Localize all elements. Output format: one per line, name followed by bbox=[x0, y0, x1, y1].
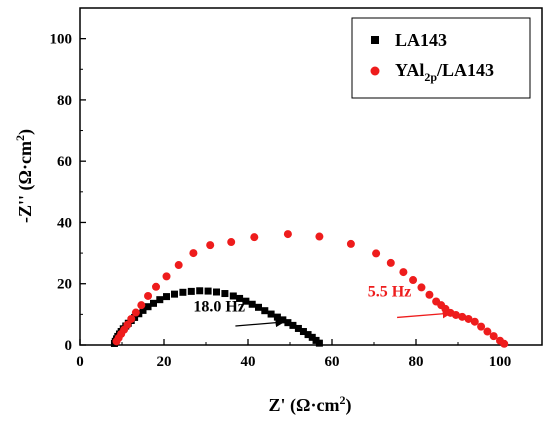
x-tick-label: 0 bbox=[76, 354, 84, 370]
data-point-square bbox=[179, 288, 187, 296]
data-point-circle bbox=[477, 322, 486, 331]
y-tick-label: 60 bbox=[57, 154, 72, 170]
legend-label-la143: LA143 bbox=[395, 30, 447, 50]
annotation-layer: 18.0 Hz 5.5 Hz bbox=[193, 284, 452, 328]
data-point-circle bbox=[372, 249, 381, 258]
data-point-circle bbox=[189, 249, 198, 258]
data-point-square bbox=[156, 296, 164, 304]
y-tick-label: 100 bbox=[50, 32, 73, 48]
series-la143 bbox=[110, 287, 323, 347]
data-point-square bbox=[273, 313, 281, 321]
data-point-circle bbox=[489, 332, 498, 341]
data-point-square bbox=[236, 294, 244, 302]
x-axis-title: Z' (Ω·cm2) bbox=[269, 393, 352, 416]
plot-frame bbox=[79, 7, 543, 346]
data-point-square bbox=[289, 321, 297, 329]
data-point-square bbox=[267, 310, 275, 318]
data-point-circle bbox=[315, 232, 324, 241]
annotation-label: 18.0 Hz bbox=[193, 298, 245, 315]
data-point-circle bbox=[500, 339, 509, 348]
data-point-circle bbox=[283, 230, 292, 239]
data-point-square bbox=[308, 333, 316, 341]
data-point-circle bbox=[227, 238, 236, 247]
annotation-arrow bbox=[235, 318, 285, 328]
data-point-square bbox=[304, 331, 312, 339]
data-point-square bbox=[144, 303, 152, 311]
data-point-circle bbox=[409, 276, 418, 285]
y-tick-label: 40 bbox=[57, 215, 72, 231]
data-point-circle bbox=[144, 291, 153, 300]
data-point-circle bbox=[152, 282, 161, 291]
data-point-square bbox=[248, 300, 256, 308]
data-point-square bbox=[196, 287, 204, 295]
data-point-circle bbox=[206, 241, 215, 250]
legend-marker-la143 bbox=[371, 36, 379, 44]
data-point-circle bbox=[399, 268, 408, 277]
data-point-circle bbox=[458, 312, 467, 321]
series-layer bbox=[110, 230, 509, 348]
data-point-circle bbox=[417, 283, 426, 292]
data-point-circle bbox=[162, 272, 171, 281]
legend: LA143 YAl2p/LA143 bbox=[351, 17, 531, 99]
legend-marker-yal2p bbox=[370, 66, 380, 76]
data-point-circle bbox=[137, 301, 146, 310]
data-point-circle bbox=[127, 314, 136, 323]
data-point-square bbox=[299, 328, 307, 336]
annotation-arrow bbox=[397, 309, 452, 319]
data-point-square bbox=[284, 319, 292, 327]
y-tick-label: 20 bbox=[57, 277, 72, 293]
x-tick-label: 20 bbox=[157, 354, 172, 370]
data-point-square bbox=[139, 306, 147, 314]
data-point-square bbox=[150, 299, 157, 307]
data-point-circle bbox=[483, 327, 492, 336]
x-tick-label: 100 bbox=[489, 354, 512, 370]
data-point-circle bbox=[123, 320, 132, 329]
data-point-square bbox=[294, 324, 302, 332]
data-point-square bbox=[187, 287, 195, 295]
data-point-square bbox=[221, 290, 229, 298]
x-tick-label: 60 bbox=[325, 354, 340, 370]
data-point-square bbox=[242, 297, 250, 305]
data-point-circle bbox=[174, 261, 183, 270]
data-point-square bbox=[315, 339, 323, 347]
data-point-circle bbox=[250, 233, 259, 242]
x-axis-ticks: 0 20 40 60 80 100 bbox=[76, 339, 511, 370]
data-point-circle bbox=[451, 310, 460, 319]
x-tick-label: 80 bbox=[409, 354, 424, 370]
y-axis-title: -Z'' (Ω·cm2) bbox=[13, 129, 36, 223]
y-tick-label: 80 bbox=[57, 93, 72, 109]
y-axis-ticks: 0 20 40 60 80 100 bbox=[50, 32, 86, 354]
annotation-label: 5.5 Hz bbox=[368, 284, 412, 301]
data-point-circle bbox=[386, 258, 395, 267]
data-point-circle bbox=[425, 290, 434, 299]
data-point-square bbox=[261, 307, 269, 315]
data-point-circle bbox=[470, 317, 479, 326]
data-point-square bbox=[229, 292, 237, 300]
data-point-circle bbox=[464, 314, 473, 323]
x-tick-label: 40 bbox=[241, 354, 256, 370]
data-point-circle bbox=[346, 239, 355, 248]
legend-box bbox=[351, 17, 531, 99]
data-point-square bbox=[171, 290, 178, 298]
data-point-square bbox=[255, 303, 262, 311]
series-yal2p-la143 bbox=[112, 230, 509, 348]
data-point-square bbox=[204, 287, 212, 295]
data-point-square bbox=[213, 288, 220, 296]
data-point-square bbox=[163, 293, 171, 301]
data-point-circle bbox=[131, 308, 140, 317]
y-tick-label: 0 bbox=[65, 338, 73, 354]
